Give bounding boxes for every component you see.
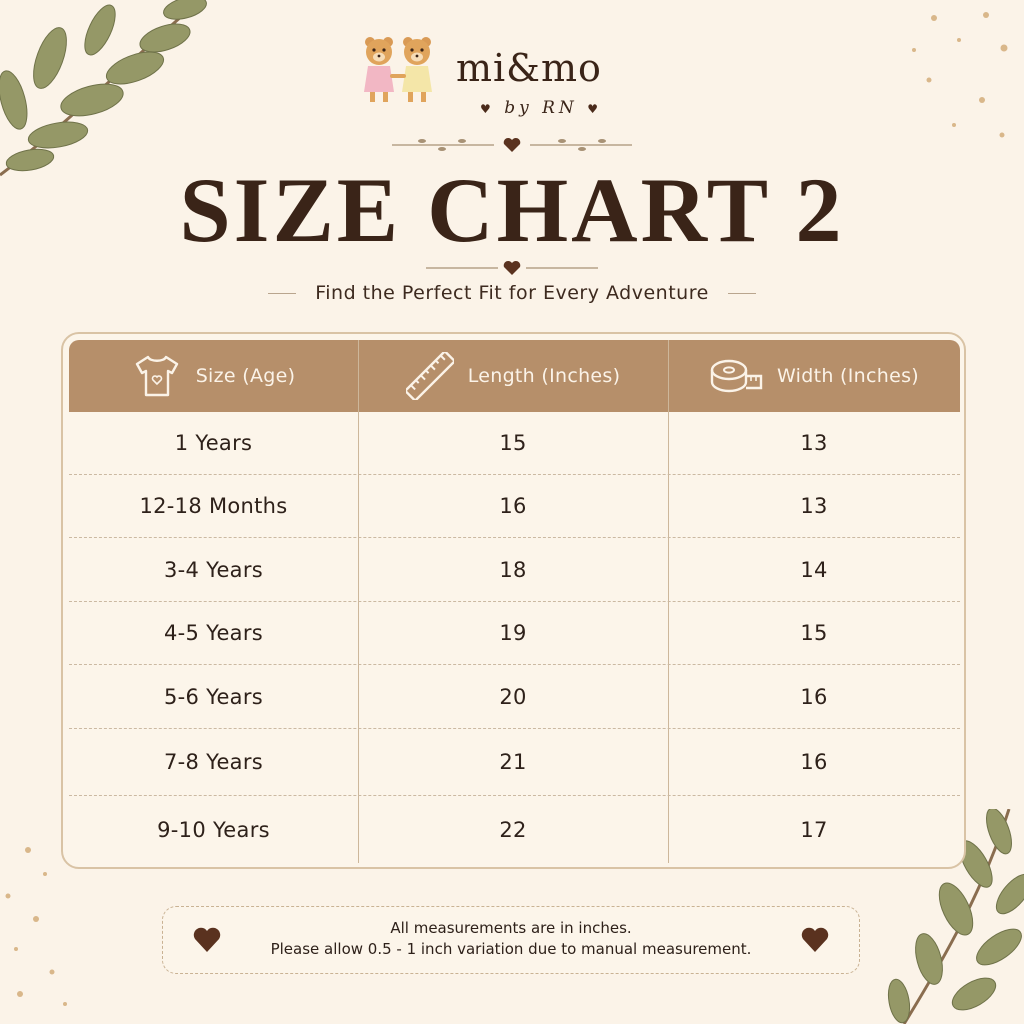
page-subtitle: Find the Perfect Fit for Every Adventure — [315, 282, 709, 304]
dots-decoration — [912, 12, 1008, 138]
cell-size: 9-10 Years — [157, 818, 270, 842]
note-text: All measurements are in inches. Please a… — [163, 918, 859, 960]
table-row: 5-6 Years 20 16 — [69, 665, 960, 729]
column-header-label: Length (Inches) — [467, 365, 621, 387]
cell-length: 19 — [499, 621, 527, 645]
heart-icon: ♥ — [587, 102, 602, 116]
cell-length: 18 — [499, 557, 527, 582]
cell-width: 16 — [800, 684, 828, 709]
column-header-length: Length (Inches) — [358, 340, 668, 412]
measurement-note: All measurements are in inches. Please a… — [162, 906, 860, 974]
cell-width: 16 — [800, 750, 828, 774]
heart-icon — [801, 927, 829, 952]
cell-size: 1 Years — [174, 431, 253, 455]
leaf-branch-decoration — [0, 0, 207, 177]
table-row: 4-5 Years 19 15 — [69, 602, 960, 665]
table-header: Size (Age) Length (Inches) — [69, 340, 960, 412]
cell-width: 13 — [800, 494, 828, 518]
table-row: 3-4 Years 18 14 — [69, 538, 960, 602]
brand-subtitle: ♥ by RN ♥ — [456, 98, 626, 118]
heart-divider — [426, 260, 598, 275]
table-row: 7-8 Years 21 16 — [69, 729, 960, 796]
note-line: All measurements are in inches. — [390, 919, 632, 937]
table-body: 1 Years 15 13 12-18 Months 16 13 3-4 Yea… — [69, 412, 960, 864]
tshirt-icon — [135, 355, 178, 397]
cell-width: 14 — [800, 557, 828, 582]
brand-name: mi&mo — [456, 46, 602, 90]
divider-line — [727, 292, 756, 294]
ruler-icon — [405, 352, 454, 400]
note-line: Please allow 0.5 - 1 inch variation due … — [270, 940, 752, 958]
dots-decoration — [5, 847, 67, 1006]
cell-length: 22 — [499, 818, 527, 842]
table-row: 1 Years 15 13 — [69, 412, 960, 475]
divider-line — [268, 292, 297, 294]
leaf-branch-decoration — [887, 809, 1024, 1024]
brand-sub-text: by RN — [504, 98, 578, 118]
cell-width: 13 — [800, 431, 828, 455]
bears-logo-icon — [364, 37, 432, 102]
table-row: 12-18 Months 16 13 — [69, 475, 960, 538]
column-header-size: Size (Age) — [69, 340, 358, 412]
size-table: Size (Age) Length (Inches) — [61, 332, 966, 869]
cell-length: 15 — [499, 431, 527, 455]
cell-size: 12-18 Months — [139, 494, 288, 518]
vine-heart-divider — [392, 137, 632, 152]
heart-icon: ♥ — [480, 102, 495, 116]
table-row: 9-10 Years 22 17 — [69, 796, 960, 864]
measuring-tape-icon — [710, 359, 763, 393]
cell-length: 21 — [499, 750, 527, 774]
brand-logo: mi&mo ♥ by RN ♥ — [358, 34, 648, 124]
cell-length: 20 — [499, 684, 527, 709]
heart-icon — [193, 927, 221, 952]
cell-width: 17 — [800, 818, 828, 842]
column-header-label: Size (Age) — [195, 365, 296, 387]
column-header-label: Width (Inches) — [777, 365, 919, 387]
cell-size: 5-6 Years — [163, 684, 264, 709]
cell-size: 4-5 Years — [163, 621, 264, 645]
subtitle-row: Find the Perfect Fit for Every Adventure — [0, 282, 1024, 312]
cell-size: 3-4 Years — [163, 557, 264, 582]
page-title: SIZE CHART 2 — [179, 159, 845, 261]
cell-size: 7-8 Years — [163, 750, 264, 774]
column-header-width: Width (Inches) — [668, 340, 960, 412]
cell-length: 16 — [499, 494, 527, 518]
cell-width: 15 — [800, 621, 828, 645]
